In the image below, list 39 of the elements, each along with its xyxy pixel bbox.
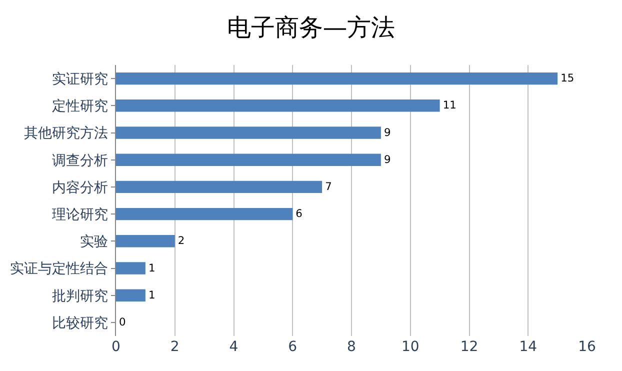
bar	[116, 154, 381, 166]
data-label: 6	[296, 207, 303, 220]
bar	[116, 72, 558, 85]
bar	[116, 208, 293, 220]
x-tick-label: 0	[112, 339, 120, 355]
x-tick-label: 4	[229, 339, 238, 355]
y-tick-label: 实证研究	[52, 69, 108, 88]
bar	[116, 262, 146, 274]
data-label: 15	[560, 72, 574, 85]
bar	[116, 289, 146, 302]
x-tick-label: 2	[170, 339, 180, 355]
data-label: 11	[442, 98, 456, 112]
data-label: 9	[384, 152, 391, 166]
x-tick-label: 16	[578, 339, 596, 355]
bar	[116, 100, 440, 112]
y-tick-label: 实验	[80, 232, 108, 252]
bar	[116, 126, 381, 139]
y-tick-label: 定性研究	[52, 96, 108, 116]
x-tick-label: 10	[401, 339, 420, 355]
y-tick-label: 比较研究	[52, 313, 108, 332]
y-tick-label: 调查分析	[52, 150, 108, 170]
y-tick-label: 内容分析	[52, 178, 108, 197]
y-tick-label: 其他研究方法	[24, 124, 108, 143]
bar	[116, 180, 322, 194]
data-label: 9	[384, 126, 391, 139]
data-label: 1	[148, 261, 156, 274]
data-label: 7	[325, 180, 332, 193]
x-tick-label: 8	[347, 339, 356, 355]
x-tick-label: 12	[460, 339, 478, 355]
x-tick-label: 14	[519, 339, 538, 355]
y-tick-label: 实证与定性结合	[10, 259, 108, 278]
chart-title: 电子商务—方法	[227, 10, 395, 44]
y-tick-label: 理论研究	[52, 204, 108, 224]
y-tick-label: 批判研究	[52, 286, 108, 306]
x-tick-label: 6	[288, 339, 298, 355]
bar	[116, 235, 175, 248]
data-label: 0	[119, 316, 126, 328]
data-label: 2	[178, 234, 185, 248]
data-label: 1	[148, 288, 156, 302]
